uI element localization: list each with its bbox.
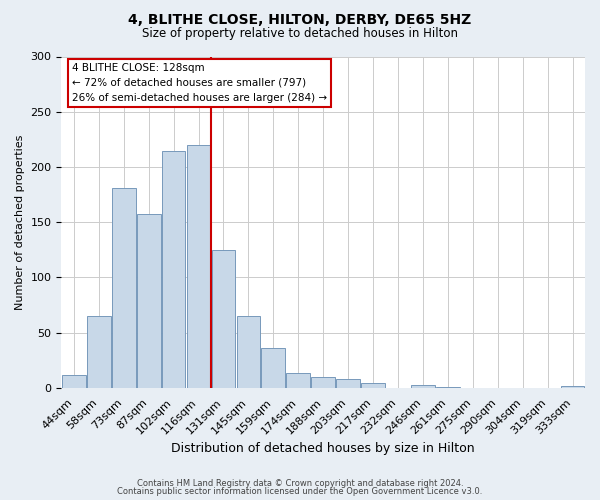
- Bar: [336, 379, 360, 388]
- Text: Contains HM Land Registry data © Crown copyright and database right 2024.: Contains HM Land Registry data © Crown c…: [137, 478, 463, 488]
- Bar: [361, 384, 385, 388]
- Bar: [162, 152, 185, 388]
- Bar: [560, 386, 584, 388]
- Text: Contains public sector information licensed under the Open Government Licence v3: Contains public sector information licen…: [118, 487, 482, 496]
- Bar: [286, 374, 310, 388]
- Bar: [62, 374, 86, 388]
- Bar: [236, 316, 260, 388]
- Bar: [137, 214, 161, 388]
- Bar: [187, 145, 211, 388]
- Bar: [311, 377, 335, 388]
- Bar: [436, 386, 460, 388]
- Bar: [262, 348, 285, 388]
- Bar: [212, 250, 235, 388]
- Y-axis label: Number of detached properties: Number of detached properties: [15, 134, 25, 310]
- Text: 4 BLITHE CLOSE: 128sqm
← 72% of detached houses are smaller (797)
26% of semi-de: 4 BLITHE CLOSE: 128sqm ← 72% of detached…: [72, 63, 327, 102]
- Text: Size of property relative to detached houses in Hilton: Size of property relative to detached ho…: [142, 28, 458, 40]
- Text: 4, BLITHE CLOSE, HILTON, DERBY, DE65 5HZ: 4, BLITHE CLOSE, HILTON, DERBY, DE65 5HZ: [128, 12, 472, 26]
- X-axis label: Distribution of detached houses by size in Hilton: Distribution of detached houses by size …: [172, 442, 475, 455]
- Bar: [411, 384, 435, 388]
- Bar: [112, 188, 136, 388]
- Bar: [87, 316, 110, 388]
